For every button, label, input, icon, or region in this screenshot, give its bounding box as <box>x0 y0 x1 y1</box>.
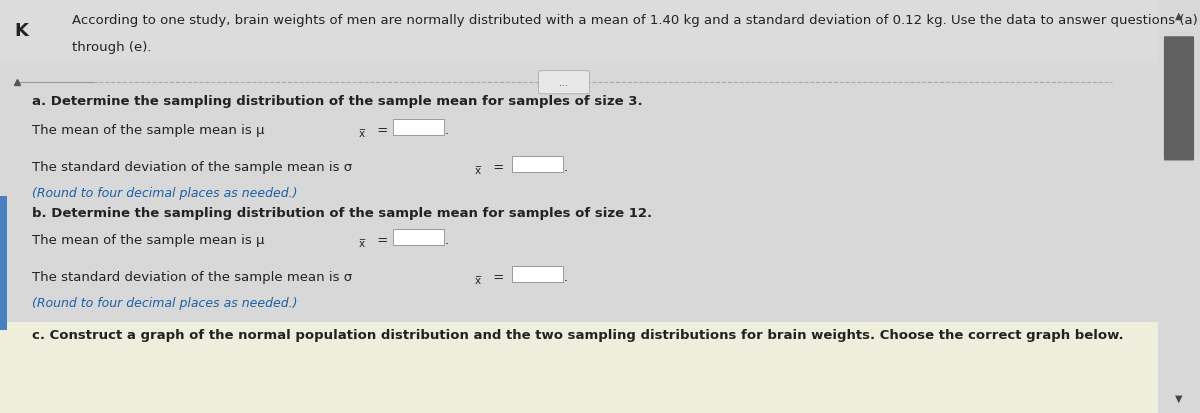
Text: .: . <box>564 271 568 283</box>
Text: .: . <box>445 233 449 246</box>
Text: a. Determine the sampling distribution of the sample mean for samples of size 3.: a. Determine the sampling distribution o… <box>32 95 643 108</box>
Text: (Round to four decimal places as needed.): (Round to four decimal places as needed.… <box>32 297 298 309</box>
Text: =: = <box>488 271 504 283</box>
Text: x̅: x̅ <box>475 166 481 176</box>
FancyBboxPatch shape <box>0 322 1158 413</box>
Text: The standard deviation of the sample mean is σ: The standard deviation of the sample mea… <box>32 271 353 283</box>
Text: ...: ... <box>559 78 569 88</box>
Text: =: = <box>373 233 388 246</box>
Text: .: . <box>445 124 449 137</box>
Text: K: K <box>14 22 28 40</box>
Text: b. Determine the sampling distribution of the sample mean for samples of size 12: b. Determine the sampling distribution o… <box>32 206 653 219</box>
Text: x̅: x̅ <box>475 275 481 285</box>
Text: =: = <box>373 124 388 137</box>
FancyBboxPatch shape <box>512 266 563 282</box>
Text: (Round to four decimal places as needed.): (Round to four decimal places as needed.… <box>32 187 298 199</box>
Text: x̅: x̅ <box>359 129 365 139</box>
Text: =: = <box>488 161 504 174</box>
Text: .: . <box>564 161 568 174</box>
FancyBboxPatch shape <box>0 0 1158 64</box>
FancyBboxPatch shape <box>392 229 444 245</box>
Text: The mean of the sample mean is μ: The mean of the sample mean is μ <box>32 124 265 137</box>
FancyBboxPatch shape <box>0 196 7 330</box>
Text: ▲: ▲ <box>1175 10 1183 20</box>
Text: The standard deviation of the sample mean is σ: The standard deviation of the sample mea… <box>32 161 353 174</box>
Text: c. Construct a graph of the normal population distribution and the two sampling : c. Construct a graph of the normal popul… <box>32 328 1124 341</box>
FancyBboxPatch shape <box>539 71 589 95</box>
Text: ▼: ▼ <box>1175 393 1183 403</box>
Text: through (e).: through (e). <box>72 41 151 54</box>
Text: According to one study, brain weights of men are normally distributed with a mea: According to one study, brain weights of… <box>72 14 1198 27</box>
Text: The mean of the sample mean is μ: The mean of the sample mean is μ <box>32 233 265 246</box>
FancyBboxPatch shape <box>512 157 563 173</box>
FancyBboxPatch shape <box>392 120 444 135</box>
FancyBboxPatch shape <box>1164 37 1194 161</box>
Text: x̅: x̅ <box>359 238 365 248</box>
